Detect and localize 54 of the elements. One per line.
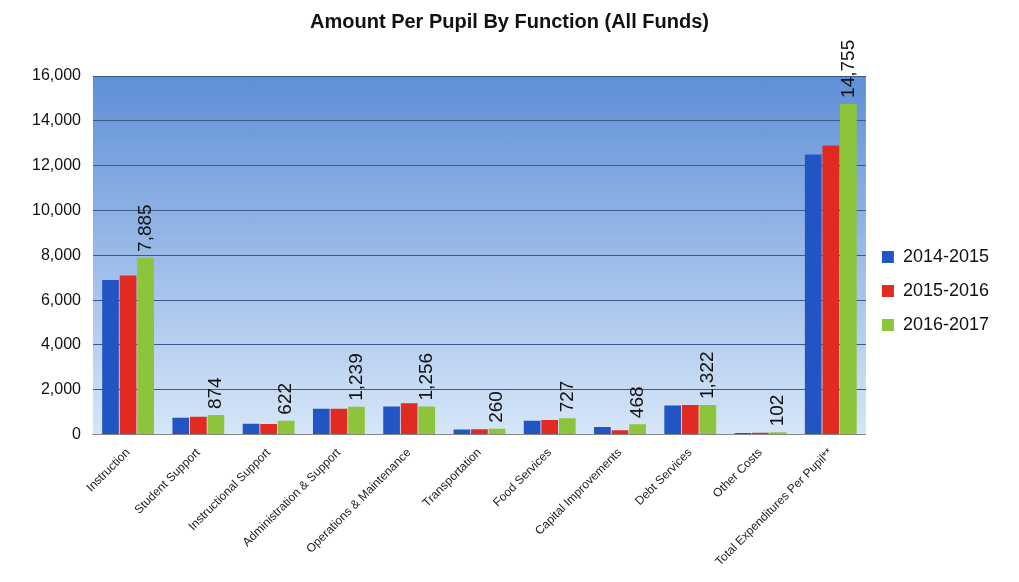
data-label: 874 [204, 376, 226, 410]
y-tick-label: 6,000 [40, 290, 82, 308]
bar [137, 257, 154, 435]
y-tick-label: 16,000 [32, 66, 82, 84]
bar [277, 420, 295, 435]
chart-title: Amount Per Pupil By Function (All Funds) [310, 9, 709, 32]
data-label: 468 [625, 386, 647, 419]
bar [312, 408, 330, 435]
bar [418, 406, 436, 435]
data-label: 727 [555, 380, 577, 413]
bar [629, 424, 646, 435]
data-label: 260 [485, 391, 507, 423]
data-label: 1,239 [344, 353, 366, 401]
bar [681, 405, 699, 435]
bar [840, 103, 857, 435]
legend-label: 2014-2015 [902, 245, 990, 266]
bar [664, 405, 682, 435]
y-tick-label: 4,000 [40, 335, 82, 353]
bar [822, 145, 840, 435]
legend-label: 2015-2016 [902, 279, 990, 300]
y-tick-label: 12,000 [32, 156, 82, 174]
data-label: 1,256 [414, 352, 436, 401]
bar [400, 403, 418, 435]
bar [471, 429, 488, 435]
data-label: 1,322 [696, 351, 718, 399]
y-tick-label: 10,000 [32, 200, 82, 218]
bar [383, 406, 400, 435]
bar [102, 279, 119, 435]
bar [172, 417, 190, 435]
bar [190, 416, 207, 435]
y-tick-label: 8,000 [40, 245, 82, 263]
bar [453, 429, 471, 435]
bar [207, 415, 225, 435]
bar [804, 154, 822, 435]
bar [119, 275, 137, 435]
bar [611, 430, 629, 435]
y-tick-label: 0 [72, 425, 82, 443]
bar [260, 424, 277, 435]
bar [558, 418, 576, 435]
data-label: 622 [274, 382, 296, 415]
data-label: 14,755 [836, 39, 858, 98]
data-label: 7,885 [133, 204, 155, 252]
bar [330, 408, 348, 435]
y-tick-label: 2,000 [40, 380, 82, 398]
y-tick-label: 14,000 [32, 111, 82, 129]
bar [541, 420, 559, 435]
data-label: 102 [766, 394, 788, 427]
legend-label: 2016-2017 [902, 313, 990, 334]
bar [488, 428, 506, 435]
bar [348, 406, 365, 435]
bar [242, 423, 260, 435]
bar [594, 427, 611, 435]
bar [699, 404, 717, 435]
bar [523, 420, 541, 435]
